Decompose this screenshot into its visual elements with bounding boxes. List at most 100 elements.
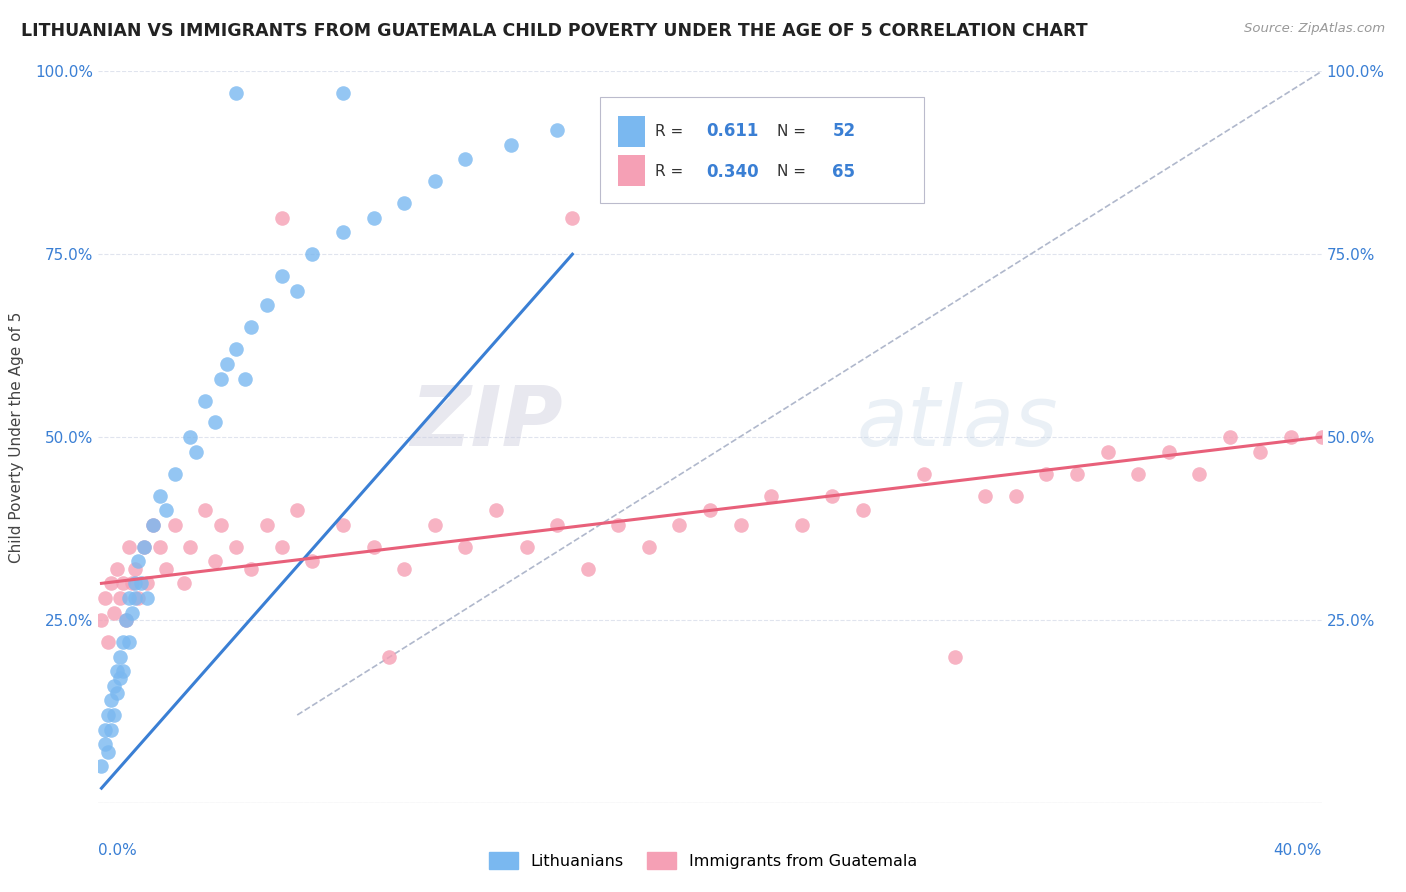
Point bbox=[134, 540, 156, 554]
Point bbox=[108, 672, 131, 686]
Point bbox=[1004, 489, 1026, 503]
Point bbox=[1066, 467, 1088, 481]
Point bbox=[129, 576, 152, 591]
Point bbox=[1128, 467, 1150, 481]
Point bbox=[173, 576, 195, 591]
Point bbox=[699, 101, 721, 115]
Point bbox=[204, 416, 226, 430]
Legend: Lithuanians, Immigrants from Guatemala: Lithuanians, Immigrants from Guatemala bbox=[482, 846, 924, 875]
FancyBboxPatch shape bbox=[619, 155, 645, 186]
Point bbox=[668, 517, 690, 532]
Point bbox=[423, 517, 446, 532]
Point bbox=[100, 576, 122, 591]
Point bbox=[546, 517, 568, 532]
Point bbox=[209, 517, 232, 532]
Point bbox=[233, 371, 256, 385]
Point bbox=[1188, 467, 1211, 481]
Point bbox=[100, 693, 122, 707]
Point bbox=[134, 540, 156, 554]
Point bbox=[118, 635, 141, 649]
Point bbox=[124, 591, 146, 605]
Point bbox=[423, 174, 446, 188]
Point bbox=[209, 371, 232, 385]
Point bbox=[759, 489, 782, 503]
Point bbox=[392, 562, 416, 576]
Point bbox=[225, 87, 247, 101]
Text: 40.0%: 40.0% bbox=[1274, 843, 1322, 858]
Point bbox=[454, 152, 477, 166]
Point bbox=[108, 649, 131, 664]
Point bbox=[124, 562, 146, 576]
Point bbox=[155, 503, 177, 517]
Point bbox=[186, 444, 208, 458]
Point bbox=[111, 576, 134, 591]
Point bbox=[204, 554, 226, 568]
Point bbox=[118, 591, 141, 605]
Point bbox=[142, 517, 165, 532]
Point bbox=[149, 489, 172, 503]
Text: R =: R = bbox=[655, 164, 688, 179]
Point bbox=[127, 591, 149, 605]
Point bbox=[105, 686, 128, 700]
Point bbox=[163, 467, 186, 481]
Point bbox=[240, 562, 263, 576]
Point bbox=[301, 247, 323, 261]
Point bbox=[121, 606, 143, 620]
Point bbox=[943, 649, 966, 664]
Point bbox=[240, 320, 263, 334]
Point bbox=[93, 723, 115, 737]
Text: N =: N = bbox=[778, 164, 811, 179]
Point bbox=[363, 211, 385, 225]
Point bbox=[607, 517, 630, 532]
Point bbox=[1310, 430, 1333, 444]
Point bbox=[1157, 444, 1180, 458]
Point bbox=[115, 613, 138, 627]
Point bbox=[194, 393, 217, 408]
Point bbox=[93, 737, 115, 751]
Point bbox=[215, 357, 238, 371]
Text: ZIP: ZIP bbox=[411, 382, 564, 463]
Point bbox=[97, 745, 120, 759]
Point bbox=[501, 137, 523, 152]
Point bbox=[97, 635, 120, 649]
Text: LITHUANIAN VS IMMIGRANTS FROM GUATEMALA CHILD POVERTY UNDER THE AGE OF 5 CORRELA: LITHUANIAN VS IMMIGRANTS FROM GUATEMALA … bbox=[21, 22, 1088, 40]
Point bbox=[546, 123, 568, 137]
Text: 0.611: 0.611 bbox=[706, 122, 759, 140]
Point bbox=[270, 540, 292, 554]
Point bbox=[454, 540, 477, 554]
Point bbox=[225, 343, 247, 357]
Point bbox=[155, 562, 177, 576]
Point bbox=[256, 298, 278, 312]
Point bbox=[111, 635, 134, 649]
Point bbox=[103, 606, 125, 620]
Point bbox=[105, 664, 128, 678]
Point bbox=[730, 517, 752, 532]
Point bbox=[1219, 430, 1241, 444]
Point bbox=[256, 517, 278, 532]
Point bbox=[285, 503, 308, 517]
Point bbox=[485, 503, 508, 517]
Point bbox=[790, 517, 813, 532]
Point bbox=[118, 540, 141, 554]
Point bbox=[149, 540, 172, 554]
Point bbox=[194, 503, 217, 517]
Point bbox=[136, 576, 159, 591]
FancyBboxPatch shape bbox=[600, 97, 924, 203]
Point bbox=[90, 759, 112, 773]
Point bbox=[179, 540, 201, 554]
Point bbox=[699, 503, 721, 517]
Point bbox=[124, 576, 146, 591]
Point bbox=[392, 196, 416, 211]
Point bbox=[142, 517, 165, 532]
Point bbox=[90, 613, 112, 627]
Point bbox=[852, 503, 875, 517]
Point bbox=[1097, 444, 1119, 458]
Text: Source: ZipAtlas.com: Source: ZipAtlas.com bbox=[1244, 22, 1385, 36]
Point bbox=[332, 87, 354, 101]
Point bbox=[136, 591, 159, 605]
Point bbox=[103, 679, 125, 693]
Point bbox=[285, 284, 308, 298]
Point bbox=[912, 467, 935, 481]
Point bbox=[1279, 430, 1302, 444]
Point bbox=[93, 591, 115, 605]
